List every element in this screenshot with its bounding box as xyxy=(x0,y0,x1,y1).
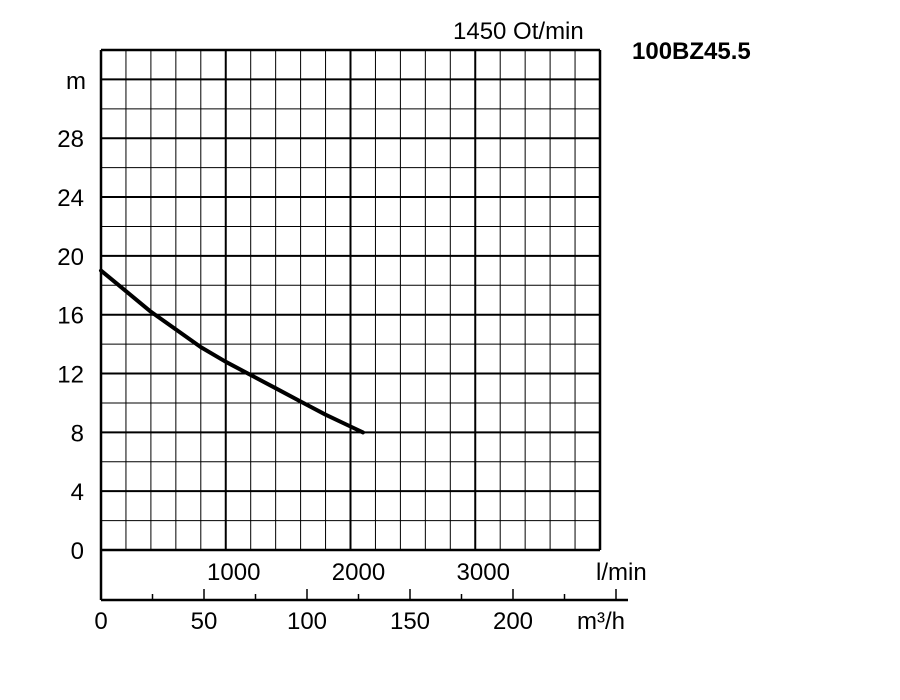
x-tick-label-lmin: 2000 xyxy=(332,559,385,586)
y-tick-label: 24 xyxy=(57,185,84,212)
x-tick-labels-m3h: 0 50 100 150 200 xyxy=(94,608,533,635)
y-tick-label: 28 xyxy=(57,126,84,153)
curve-layer xyxy=(99,268,365,435)
y-axis-label: m xyxy=(66,68,86,95)
x-tick-label-m3h: 0 xyxy=(94,608,107,635)
x-tick-labels-lmin: 1000 2000 3000 xyxy=(207,559,510,586)
x-axis-label-lmin: l/min xyxy=(596,559,647,586)
x-tick-label-m3h: 150 xyxy=(390,608,430,635)
y-tick-label: 12 xyxy=(57,362,84,389)
grid xyxy=(99,48,628,602)
x-tick-label-lmin: 3000 xyxy=(457,559,510,586)
y-tick-label: 16 xyxy=(57,303,84,330)
y-tick-label: 0 xyxy=(71,538,84,565)
chart-title: 1450 Ot/min xyxy=(453,18,584,45)
y-tick-label: 4 xyxy=(71,479,84,506)
x-tick-label-lmin: 1000 xyxy=(207,559,260,586)
y-tick-labels: 0 4 8 12 16 20 24 28 xyxy=(57,126,84,565)
x-tick-label-m3h: 100 xyxy=(287,608,327,635)
x-tick-label-m3h: 50 xyxy=(191,608,218,635)
y-tick-label: 8 xyxy=(71,420,84,447)
performance-curve xyxy=(99,268,365,435)
x-tick-label-m3h: 200 xyxy=(493,608,533,635)
y-tick-label: 20 xyxy=(57,244,84,271)
x-axis-label-m3h: m³/h xyxy=(577,608,625,635)
model-label: 100BZ45.5 xyxy=(632,38,751,65)
